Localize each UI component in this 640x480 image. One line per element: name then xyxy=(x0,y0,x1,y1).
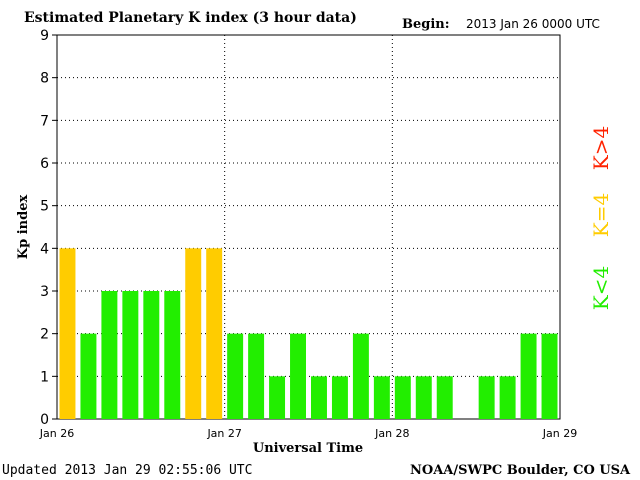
kp-bar xyxy=(541,333,558,419)
kp-bar xyxy=(394,376,411,419)
y-tick-label: 7 xyxy=(40,113,49,129)
kp-bar xyxy=(101,291,118,419)
updated-timestamp: Updated 2013 Jan 29 02:55:06 UTC xyxy=(2,463,252,478)
x-tick-labels: Jan 26 Jan 27 Jan 28 Jan 29 xyxy=(39,427,577,440)
chart-title: Estimated Planetary K index (3 hour data… xyxy=(24,10,357,26)
kp-bar xyxy=(290,333,306,419)
kp-bar xyxy=(311,376,327,419)
kp-bar xyxy=(331,376,348,419)
kp-bar xyxy=(520,333,537,419)
x-tick-label: Jan 27 xyxy=(206,427,241,440)
x-tick-label: Jan 26 xyxy=(39,427,74,440)
y-tick-label: 1 xyxy=(40,369,49,385)
y-tick-label: 4 xyxy=(40,241,49,257)
kp-bar xyxy=(185,248,202,419)
kp-bar xyxy=(227,333,244,419)
y-tick-label: 3 xyxy=(40,284,49,300)
begin-value: 2013 Jan 26 0000 UTC xyxy=(466,17,600,31)
kp-bar xyxy=(478,376,495,419)
kp-bar xyxy=(436,376,453,419)
kp-bar xyxy=(499,376,516,419)
kp-bar xyxy=(164,291,181,419)
legend-low: K<4 xyxy=(589,266,613,310)
grid-layer xyxy=(52,34,560,420)
y-tick-label: 5 xyxy=(40,199,49,215)
kp-bar xyxy=(248,333,265,419)
kp-bar xyxy=(122,291,139,419)
legend-high: K>4 xyxy=(589,126,613,170)
credit-text: NOAA/SWPC Boulder, CO USA xyxy=(410,463,631,478)
x-tick-label: Jan 29 xyxy=(542,427,577,440)
kp-bar xyxy=(415,376,432,419)
kp-bar xyxy=(80,333,97,419)
y-tick-label: 9 xyxy=(40,28,49,44)
legend-equal: K=4 xyxy=(589,193,613,237)
y-axis-label: Kp index xyxy=(16,195,31,260)
y-tick-labels: 0 1 2 3 4 5 6 7 8 9 xyxy=(40,28,49,428)
kp-bar xyxy=(143,291,160,419)
bars-layer xyxy=(59,248,558,419)
y-tick-label: 2 xyxy=(40,327,49,343)
x-axis-label: Universal Time xyxy=(253,441,363,456)
kp-bar xyxy=(373,376,390,419)
y-tick-label: 0 xyxy=(40,412,49,428)
x-tick-label: Jan 28 xyxy=(374,427,409,440)
kp-bar xyxy=(269,376,286,419)
plot-area xyxy=(56,34,561,420)
y-tick-label: 6 xyxy=(40,156,49,172)
y-tick-label: 8 xyxy=(40,71,49,87)
kp-bar xyxy=(206,248,223,419)
kp-bar xyxy=(352,333,369,419)
kp-bar xyxy=(59,248,76,419)
begin-label: Begin: xyxy=(402,17,450,32)
